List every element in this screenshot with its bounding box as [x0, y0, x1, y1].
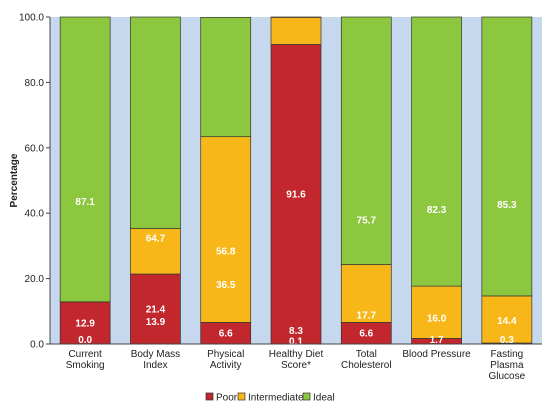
bar-segment-intermediate — [270, 16, 322, 45]
bar-segment-poor — [59, 301, 111, 345]
x-category-label: Fasting — [490, 349, 523, 360]
bar-segment-intermediate — [200, 136, 252, 323]
data-label-intermediate: 16.0 — [427, 313, 447, 324]
bar-segment-ideal — [200, 16, 252, 138]
bar-segment-intermediate — [481, 295, 533, 344]
x-category-label: Healthy Diet — [269, 349, 324, 360]
data-label-intermediate: 17.7 — [357, 311, 377, 322]
data-label-ideal: 36.5 — [216, 280, 236, 291]
x-category-label: Blood Pressure — [402, 349, 471, 360]
x-category-label: Plasma — [490, 360, 524, 371]
bar-segment-intermediate — [411, 285, 462, 339]
data-label-ideal: 82.3 — [427, 205, 447, 216]
x-category-label: Current — [68, 349, 102, 360]
data-label-intermediate: 14.4 — [497, 316, 517, 327]
data-label-poor: 21.4 — [146, 305, 166, 316]
data-label-poor: 0.3 — [500, 335, 514, 346]
bar-segment-ideal — [411, 16, 462, 287]
data-label-intermediate: 13.9 — [146, 317, 166, 328]
x-category-label: Total — [356, 349, 377, 360]
bar-segment-ideal — [340, 16, 392, 265]
data-label-ideal: 64.7 — [146, 234, 166, 245]
data-label-intermediate: 0.0 — [78, 335, 92, 346]
data-label-poor: 6.6 — [359, 329, 373, 340]
x-category-label: Body Mass — [131, 349, 180, 360]
y-tick-label: 100.0 — [19, 13, 44, 24]
y-tick-label: 80.0 — [25, 78, 45, 89]
bar-segment-poor — [270, 44, 322, 345]
bar-segment-ideal — [130, 16, 181, 229]
y-tick-label: 20.0 — [25, 274, 45, 285]
y-tick-label: 0.0 — [30, 340, 44, 351]
y-tick-label: 40.0 — [25, 209, 45, 220]
bar-segment-ideal — [59, 16, 111, 303]
legend-label-ideal: Ideal — [313, 393, 335, 404]
legend-swatch-ideal — [302, 392, 311, 401]
data-label-poor: 6.6 — [219, 329, 233, 340]
data-label-ideal: 0.1 — [289, 337, 303, 348]
data-label-poor: 12.9 — [75, 318, 95, 329]
data-label-ideal: 85.3 — [497, 200, 517, 211]
legend-swatch-intermediate — [237, 392, 246, 401]
legend-label-poor: Poor — [216, 393, 238, 404]
data-label-poor: 1.7 — [430, 335, 444, 346]
data-label-ideal: 87.1 — [75, 197, 95, 208]
data-label-ideal: 75.7 — [357, 216, 377, 227]
data-label-poor: 91.6 — [286, 190, 306, 201]
bar-segment-ideal — [481, 16, 533, 297]
data-label-intermediate: 8.3 — [289, 326, 303, 337]
x-category-label: Physical — [207, 349, 244, 360]
x-category-label: Index — [143, 360, 167, 371]
x-category-label: Cholesterol — [341, 360, 392, 371]
x-category-label: Glucose — [489, 371, 526, 382]
legend-label-intermediate: Intermediate — [248, 393, 304, 404]
y-axis-title: Percentage — [9, 153, 20, 207]
legend-swatch-poor — [205, 392, 214, 401]
x-category-label: Score* — [281, 360, 311, 371]
x-category-label: Smoking — [66, 360, 105, 371]
y-tick-label: 60.0 — [25, 143, 45, 154]
x-category-label: Activity — [210, 360, 242, 371]
data-label-intermediate: 56.8 — [216, 247, 236, 258]
